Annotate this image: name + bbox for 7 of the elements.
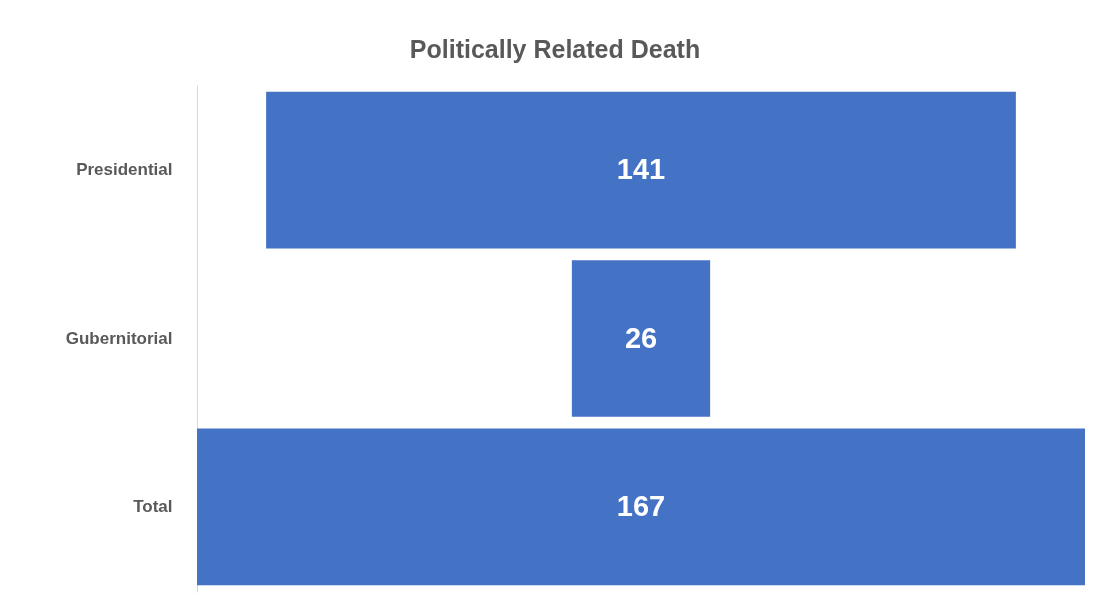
category-label: Presidential [76,160,173,180]
data-label: 26 [624,321,658,354]
category-label: Total [133,496,173,516]
data-label: 167 [616,489,666,522]
category-label: Gubernitorial [65,328,173,348]
data-label: 141 [616,153,666,186]
text: Politically Related Death [409,35,701,63]
